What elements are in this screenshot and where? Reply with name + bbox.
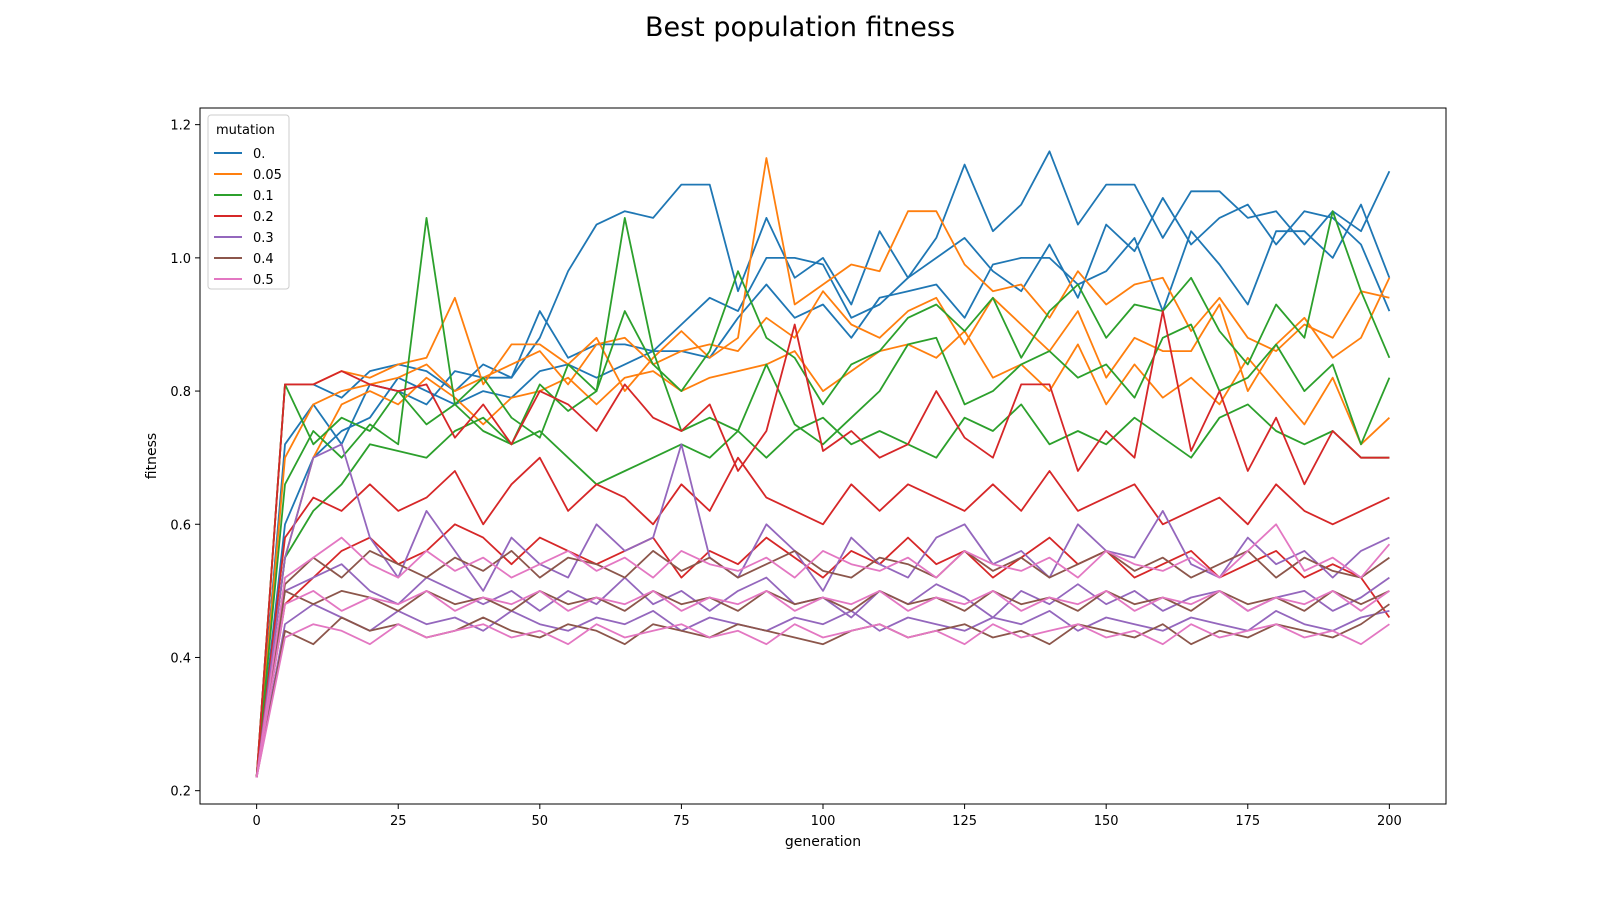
legend-label: 0.4 (253, 252, 274, 267)
series-line (255, 216, 1391, 778)
x-axis-label: generation (785, 834, 861, 850)
legend-label: 0.2 (253, 210, 274, 225)
series-line (255, 330, 1391, 778)
y-tick-label: 1.2 (170, 119, 191, 134)
series-line (255, 550, 1390, 778)
series-1 (255, 157, 1391, 778)
legend: mutation 0. 0.05 0.1 0.2 0.3 0.4 0.5 (207, 114, 290, 290)
series-line (255, 623, 1390, 778)
series-4 (255, 443, 1390, 778)
legend-label: 0.1 (253, 189, 274, 204)
legend-label: 0. (253, 147, 265, 162)
axes-layer: 0 25 50 75 100 125 150 175 200 0.2 0.4 0.6 0.8 1.0 1.2 (170, 107, 1447, 829)
series-2 (255, 210, 1391, 778)
x-tick-label: 25 (390, 814, 407, 829)
series-line (255, 403, 1390, 778)
y-tick-label: 0.8 (170, 385, 191, 400)
series-6 (255, 523, 1391, 778)
x-tick-label: 100 (811, 814, 836, 829)
series-line (255, 523, 1391, 778)
x-tick-label: 200 (1377, 814, 1402, 829)
series-line (255, 456, 1390, 778)
series-line (255, 523, 1391, 778)
series-0 (255, 150, 1391, 778)
series-layer (255, 150, 1391, 778)
y-tick-label: 0.6 (170, 518, 191, 533)
x-tick-label: 175 (1235, 814, 1260, 829)
legend-box (207, 114, 290, 290)
series-line (255, 603, 1390, 778)
legend-title: mutation (216, 123, 275, 138)
chart-title: Best population fitness (644, 12, 956, 43)
series-line (255, 277, 1391, 778)
series-line (255, 603, 1390, 778)
x-tick-label: 150 (1094, 814, 1119, 829)
series-line (255, 203, 1391, 778)
series-line (255, 157, 1390, 778)
series-line (255, 310, 1390, 778)
series-line (255, 210, 1391, 778)
series-line (255, 590, 1390, 778)
x-tick-label: 125 (952, 814, 977, 829)
series-line (255, 563, 1390, 778)
y-tick-label: 1.0 (170, 252, 191, 267)
y-tick-label: 0.2 (170, 785, 191, 800)
series-line (255, 150, 1391, 778)
x-tick-label: 0 (252, 814, 260, 829)
legend-label: 0.3 (253, 231, 274, 246)
x-tick-label: 75 (673, 814, 690, 829)
series-line (255, 443, 1390, 778)
y-axis-label: fitness (144, 433, 160, 479)
legend-label: 0.05 (253, 168, 282, 183)
legend-label: 0.5 (253, 273, 274, 288)
series-3 (255, 310, 1391, 778)
x-tick-label: 50 (532, 814, 549, 829)
series-line (255, 590, 1390, 778)
plot-frame (199, 107, 1447, 805)
y-tick-label: 0.4 (170, 651, 191, 666)
series-5 (255, 550, 1390, 778)
